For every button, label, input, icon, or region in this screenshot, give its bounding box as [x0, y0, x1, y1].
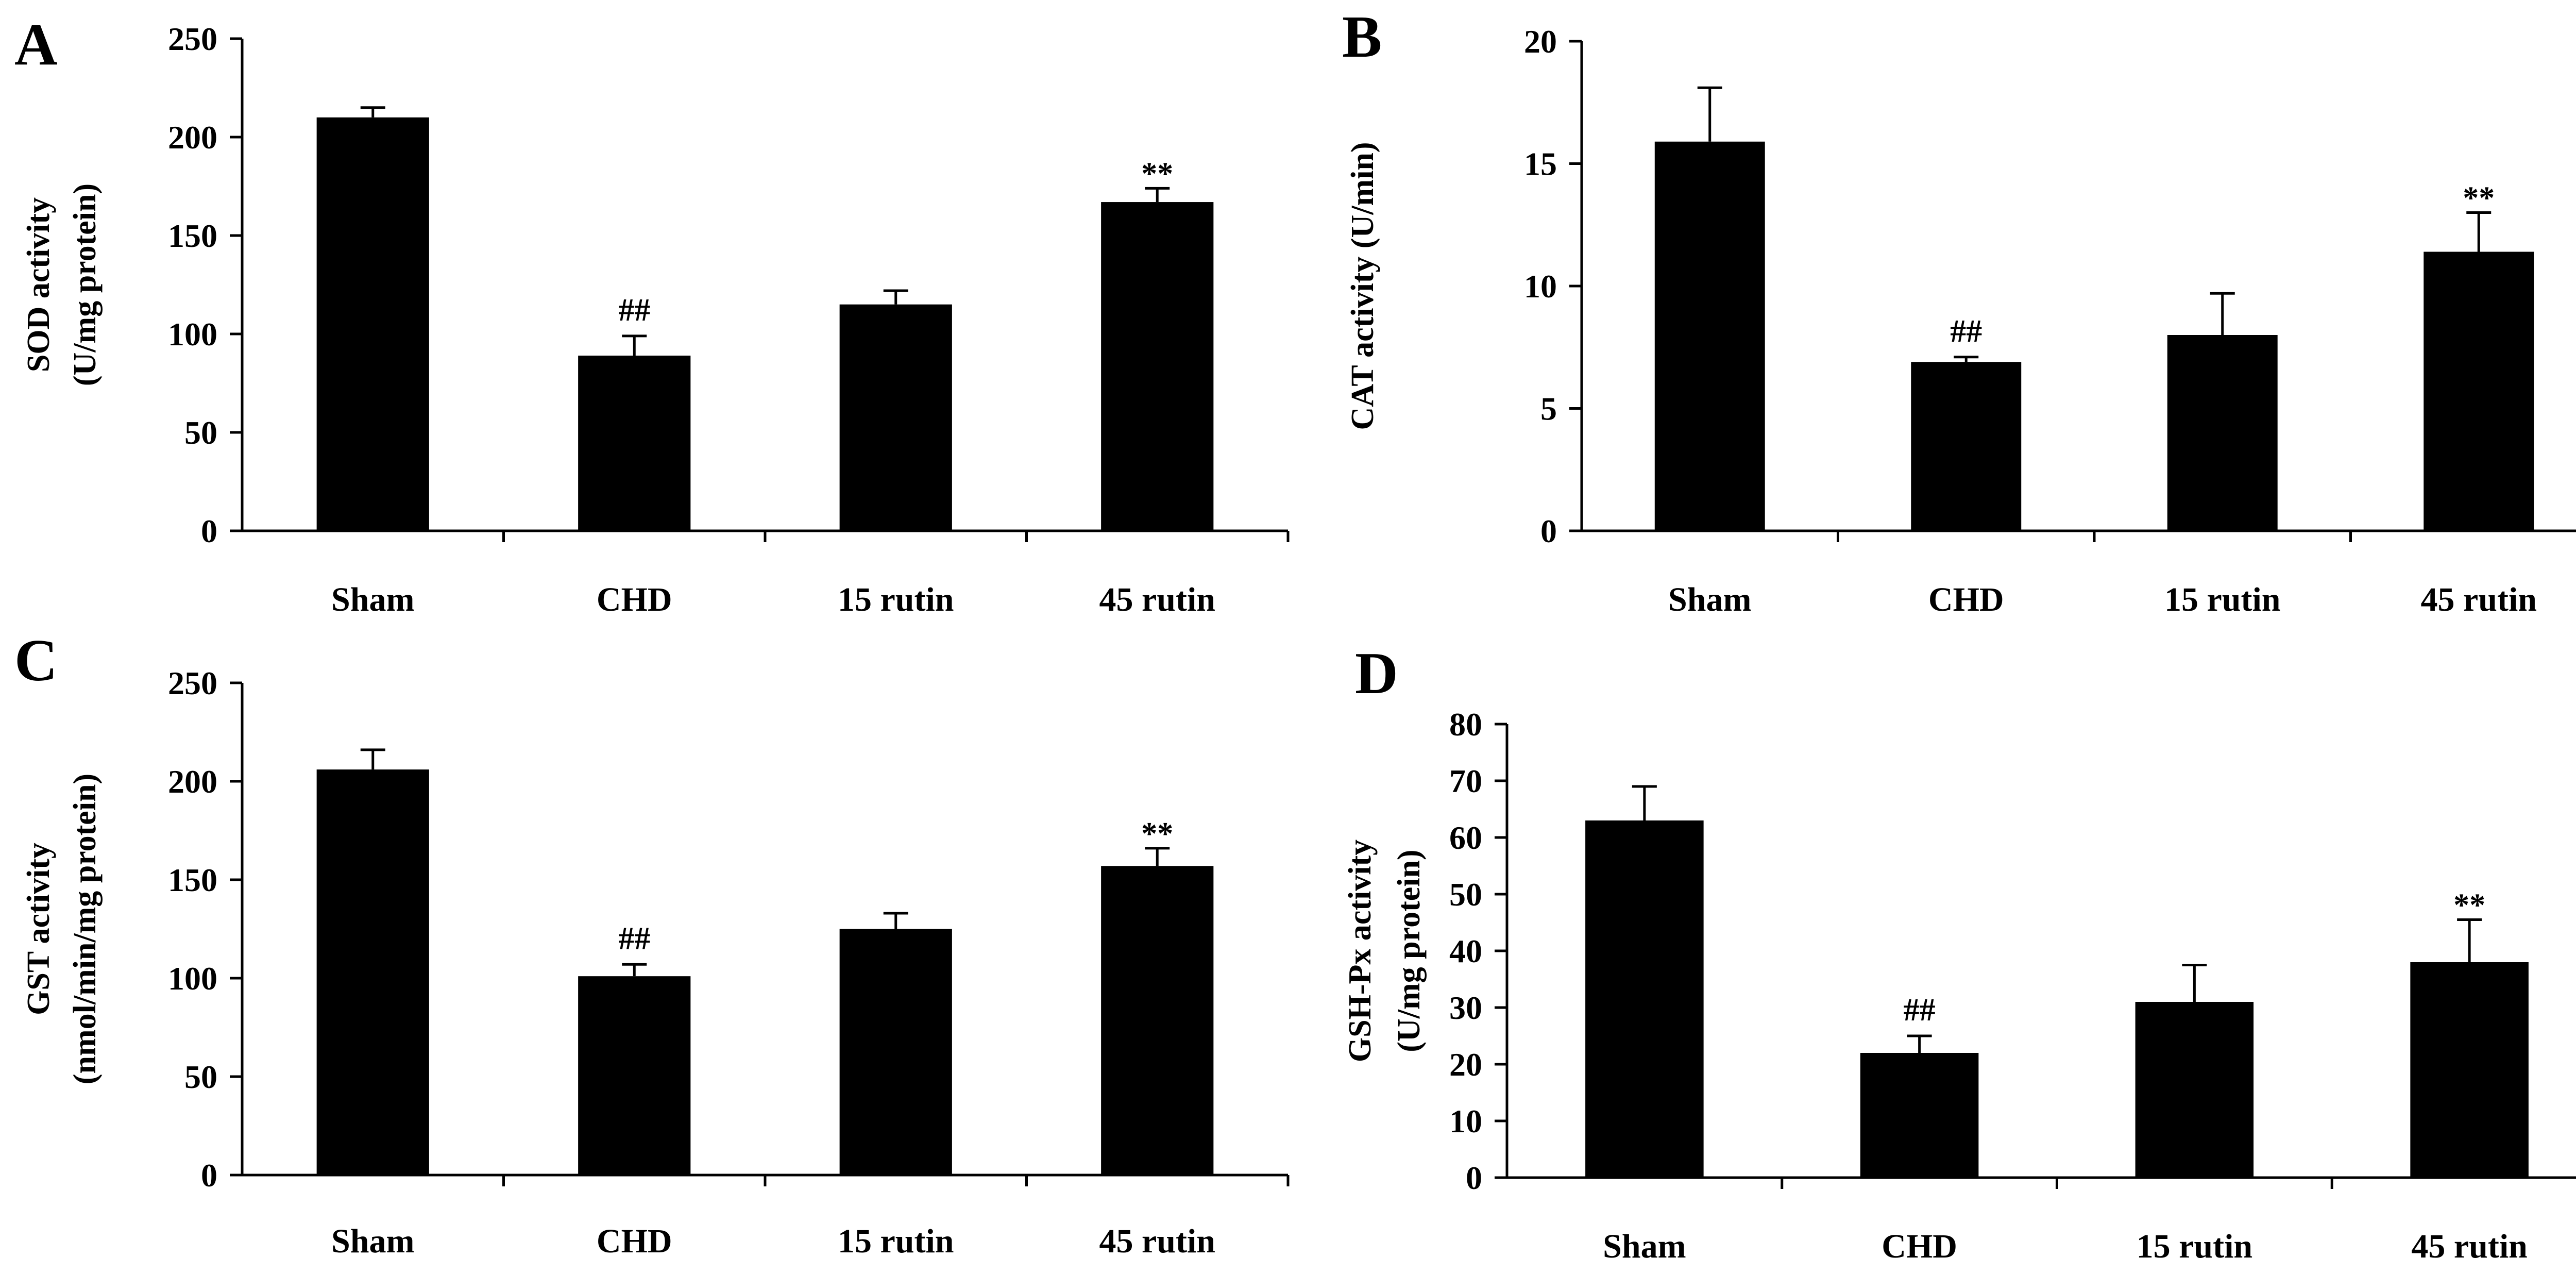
category-label: 45 rutin [1099, 581, 1215, 618]
y-tick-label: 50 [184, 1059, 217, 1095]
bar-chd [1860, 1053, 1979, 1178]
category-label: Sham [1668, 581, 1751, 618]
panel-a: A 0 50 100 150 200 250 SOD activity (U/mg protei… [14, 12, 1290, 618]
y-tick-label: 60 [1449, 819, 1482, 856]
category-label: 15 rutin [2164, 581, 2281, 618]
y-tick-label: 150 [168, 217, 217, 254]
bar-sham [316, 117, 429, 531]
y-tick-label: 15 [1524, 146, 1557, 182]
panel-letter: C [14, 628, 58, 694]
y-tick-label: 100 [168, 316, 217, 353]
panel-letter: A [14, 12, 58, 78]
y-tick-label: 0 [201, 1157, 217, 1194]
bar-45-rutin [2410, 962, 2529, 1178]
significance-marker: ** [2453, 888, 2485, 923]
significance-marker: ** [2463, 181, 2495, 216]
y-axis-label: SOD activity [21, 197, 56, 372]
y-tick-label: 10 [1449, 1103, 1482, 1139]
category-label: Sham [331, 1222, 414, 1260]
bar-sham [1654, 141, 1765, 531]
y-tick-label: 50 [184, 414, 217, 451]
y-tick-label: 30 [1449, 990, 1482, 1026]
category-label: Sham [1603, 1228, 1686, 1265]
category-label: CHD [597, 581, 672, 618]
panel-d: D 0 10 20 30 40 50 60 70 80 GSH-Px activity (U/mg p… [1343, 641, 2576, 1265]
panel-letter: D [1355, 641, 1398, 707]
y-tick-label: 0 [1540, 513, 1557, 549]
y-tick-label: 250 [168, 665, 217, 701]
category-label: CHD [1882, 1228, 1957, 1265]
bar-chd [578, 356, 691, 531]
category-label: CHD [597, 1222, 672, 1260]
bar-45-rutin [1101, 202, 1214, 531]
y-tick-label: 10 [1524, 268, 1557, 305]
bar-45-rutin [1101, 866, 1214, 1175]
y-tick-label: 50 [1449, 876, 1482, 913]
significance-marker: ** [1141, 816, 1173, 851]
bar-15-rutin [839, 304, 952, 531]
panel-c: C 0 50 100 150 200 250 GST activity (nmol/min/mg… [14, 628, 1290, 1260]
y-tick-label: 200 [168, 119, 217, 156]
panel-letter: B [1342, 4, 1382, 70]
y-axis-label: (nmol/min/mg protein) [67, 774, 103, 1084]
y-tick-label: 0 [201, 513, 217, 549]
y-tick-label: 80 [1449, 706, 1482, 743]
y-tick-label: 70 [1449, 763, 1482, 799]
bar-chd [1911, 362, 2022, 531]
y-tick-label: 250 [168, 21, 217, 57]
y-tick-label: 5 [1540, 391, 1557, 427]
significance-marker: ## [1950, 314, 1982, 349]
category-label: 15 rutin [2137, 1228, 2253, 1265]
y-axis-label: GST activity [21, 843, 56, 1015]
bar-15-rutin [839, 929, 952, 1175]
category-label: 15 rutin [838, 581, 954, 618]
significance-marker: ## [618, 293, 650, 328]
panel-b: B 0 5 10 15 20 CAT activity (U/min) Sham ## CHD 15… [1342, 4, 2576, 618]
category-label: CHD [1928, 581, 2004, 618]
category-label: 45 rutin [2420, 581, 2537, 618]
y-axis-label: (U/mg protein) [67, 183, 103, 386]
y-axis-label: CAT activity (U/min) [1345, 142, 1380, 430]
category-label: Sham [331, 581, 414, 618]
bar-sham [316, 769, 429, 1175]
bar-chd [578, 976, 691, 1175]
y-axis-label: GSH-Px activity [1343, 840, 1378, 1062]
category-label: 45 rutin [2411, 1228, 2528, 1265]
significance-marker: ## [1904, 993, 1936, 1028]
bar-sham [1585, 820, 1704, 1178]
significance-marker: ## [618, 921, 650, 956]
y-tick-label: 20 [1524, 23, 1557, 60]
y-axis-label: (U/mg protein) [1392, 849, 1427, 1052]
bar-45-rutin [2424, 252, 2534, 531]
y-tick-label: 0 [1466, 1160, 1482, 1196]
bar-15-rutin [2167, 335, 2278, 531]
y-tick-label: 20 [1449, 1046, 1482, 1083]
y-tick-label: 200 [168, 763, 217, 800]
category-label: 15 rutin [838, 1222, 954, 1260]
bar-15-rutin [2135, 1002, 2254, 1178]
significance-marker: ** [1141, 156, 1173, 191]
category-label: 45 rutin [1099, 1222, 1215, 1260]
y-tick-label: 100 [168, 960, 217, 997]
y-tick-label: 150 [168, 862, 217, 898]
y-tick-label: 40 [1449, 933, 1482, 969]
